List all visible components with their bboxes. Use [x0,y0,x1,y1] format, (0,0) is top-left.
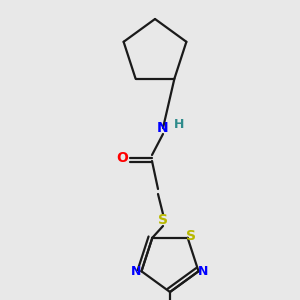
Text: N: N [131,265,142,278]
Text: S: S [158,213,168,227]
Text: H: H [174,118,184,131]
Text: N: N [157,121,169,135]
Text: N: N [198,265,209,278]
Text: O: O [116,151,128,165]
Text: S: S [186,229,196,243]
